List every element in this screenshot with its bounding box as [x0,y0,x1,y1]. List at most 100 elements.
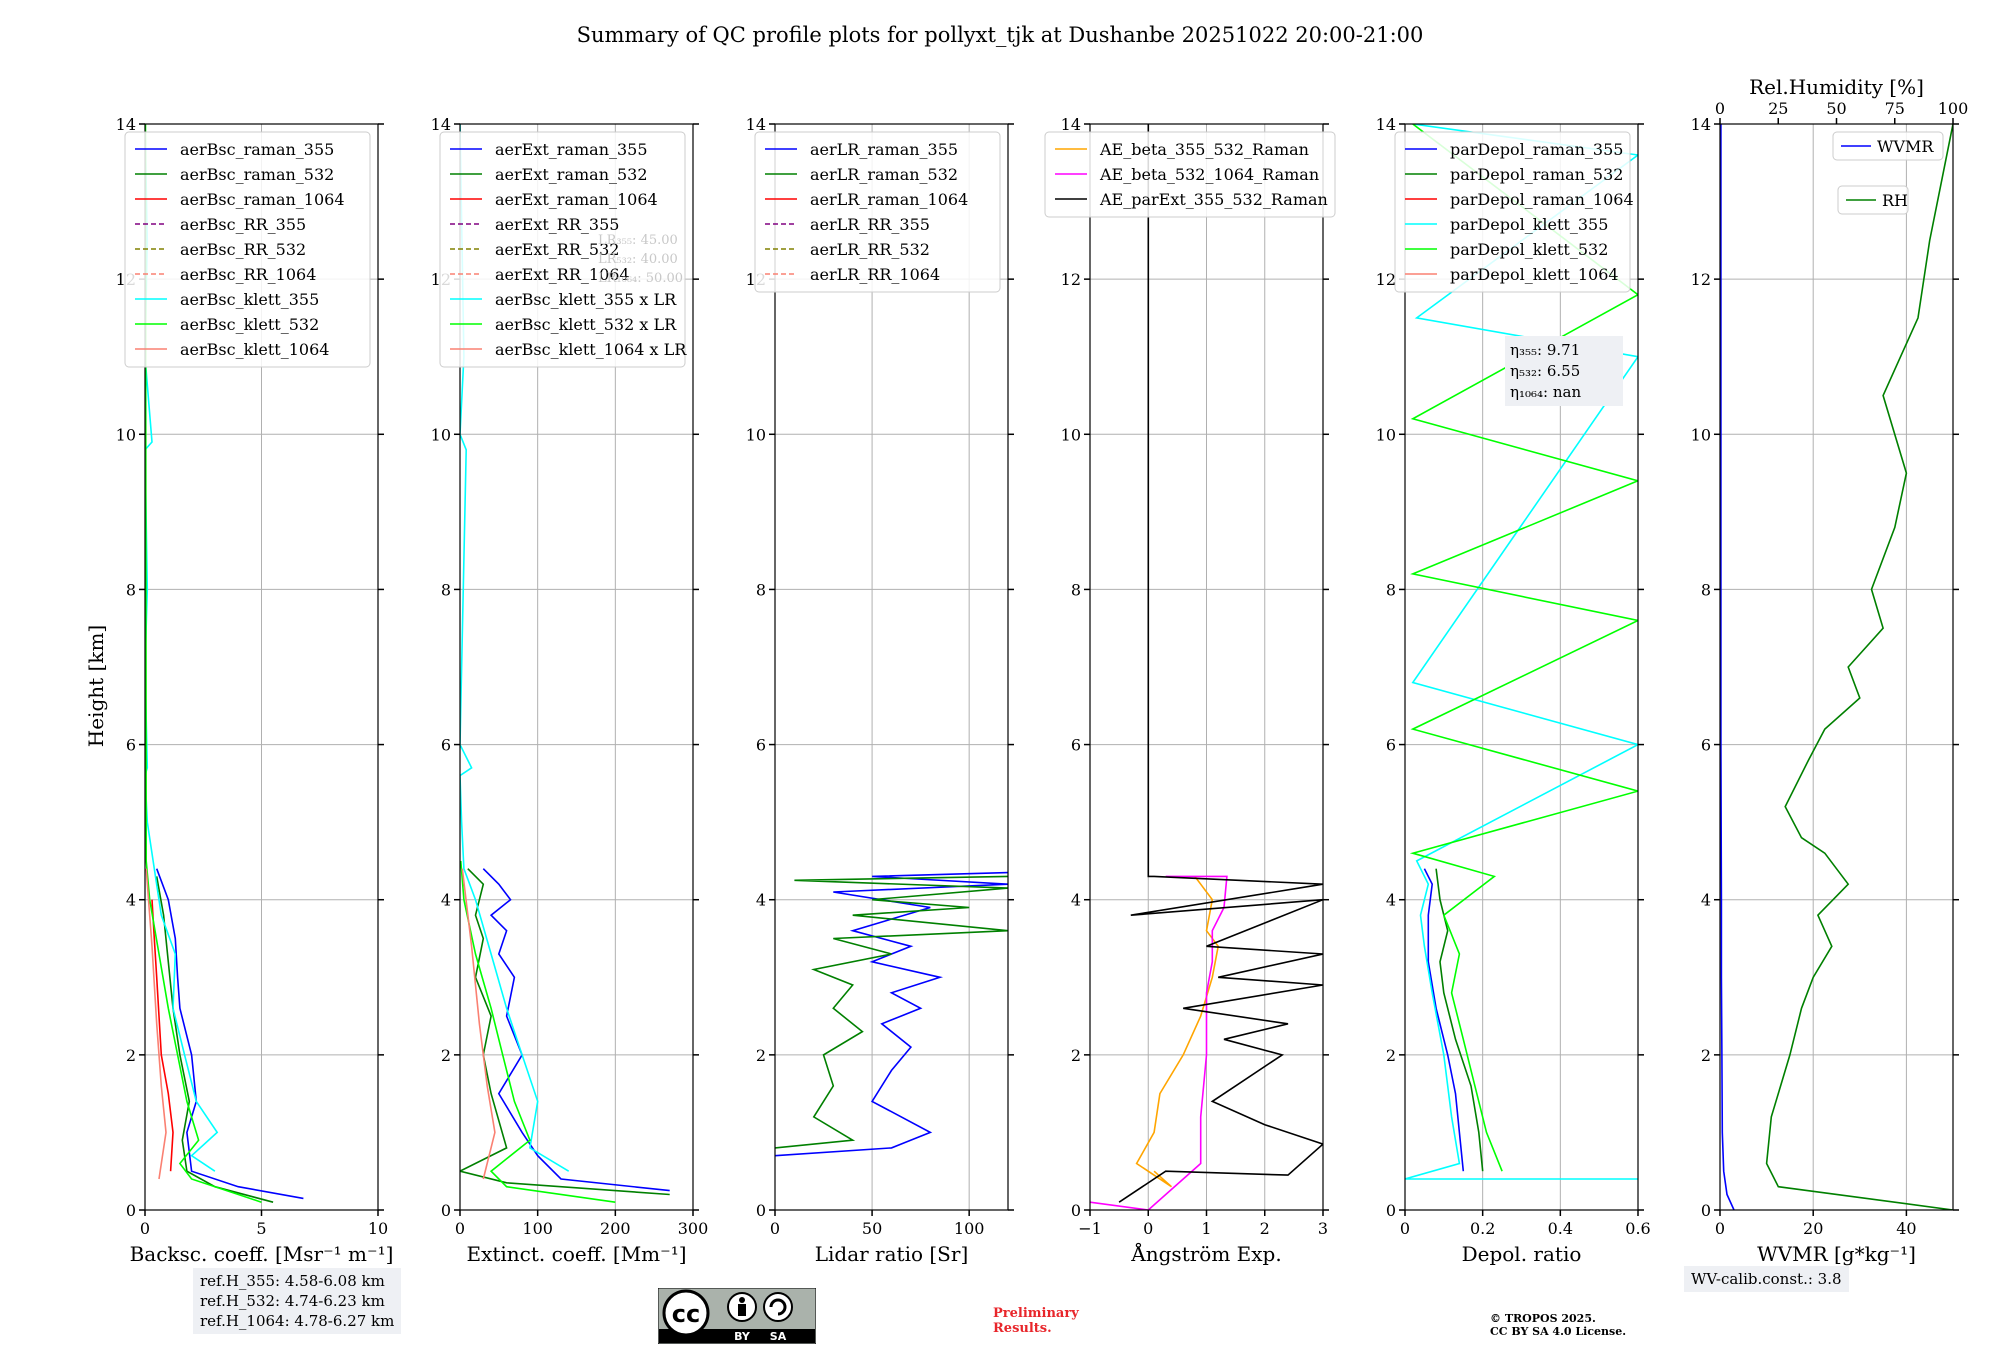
y-tick-label: 6 [1386,736,1396,755]
series-line-aerbsc-klett-532 [145,124,262,1203]
cc-text: cc [672,1300,700,1328]
x2-tick-label: 75 [1885,99,1905,118]
x-tick-label: 200 [600,1219,631,1238]
legend-label: aerBsc_RR_355 [180,215,306,234]
y-tick-label: 2 [441,1046,451,1065]
x2-axis-label: Rel.Humidity [%] [1749,75,1924,99]
series-group [1720,124,1953,1210]
legend: parDepol_raman_355 parDepol_raman_532 parD… [1394,131,1634,293]
y-tick-label: 0 [756,1201,766,1220]
y-tick-label: 10 [431,425,451,444]
wv-calibration-box: WV-calib.const.: 3.8 [1684,1266,1849,1292]
legend-label: aerExt_RR_532 [495,240,619,259]
legend-box [124,131,371,368]
x2-tick-label: 0 [1715,99,1725,118]
x-tick-label: −1 [1078,1219,1102,1238]
legend-label: aerLR_RR_532 [810,240,930,259]
y-tick-label: 0 [1071,1201,1081,1220]
copyright-line-1: © TROPOS 2025. [1490,1312,1596,1325]
y-tick-label: 0 [1386,1201,1396,1220]
lidar-ratio-annotation: LR₅₃₂: 40.00 [598,252,678,267]
legend-label: aerLR_raman_1064 [810,190,968,209]
y-tick-label: 14 [1691,115,1711,134]
series-line-ae-beta-355-532-raman [1135,875,1220,1188]
y-tick-label: 14 [746,115,766,134]
x-tick-label: 1 [1201,1219,1211,1238]
legend-label: aerBsc_raman_532 [180,165,334,184]
legend-label: parDepol_klett_1064 [1450,265,1619,284]
legend-label: AE_beta_532_1064_Raman [1099,165,1319,184]
y-tick-label: 8 [1386,580,1396,599]
lidar-ratio-annotation: LR₃₅₅: 45.00 [598,233,678,248]
legend-label: aerLR_raman_532 [810,165,958,184]
legend-label: aerLR_raman_355 [810,140,958,159]
legend-label: aerBsc_klett_1064 x LR [495,340,687,359]
y-tick-label: 0 [126,1201,136,1220]
preliminary-line-1: Preliminary [993,1306,1079,1321]
series-group [775,871,1008,1157]
x-tick-label: 50 [862,1219,882,1238]
wv-calibration-constant: WV-calib.const.: 3.8 [1691,1270,1842,1288]
x-tick-label: 10 [368,1219,388,1238]
sa-text: SA [770,1330,787,1343]
y-tick-label: 2 [756,1046,766,1065]
x-tick-label: 0 [1143,1219,1153,1238]
series-line-aerbsc-raman-532 [155,876,274,1203]
x-tick-label: 0 [1400,1219,1410,1238]
x-tick-label: 300 [678,1219,709,1238]
x-tick-label: 20 [1803,1219,1823,1238]
legend-label: aerBsc_RR_532 [180,240,306,259]
x-axis-label: Ångström Exp. [1130,1241,1281,1266]
eta-annotation: η₅₃₂: 6.55 [1510,362,1580,380]
y-tick-label: 2 [1701,1046,1711,1065]
y-tick-label: 10 [746,425,766,444]
legend-box [439,131,686,368]
legend: aerLR_raman_355 aerLR_raman_532 aerLR_rama… [754,131,1001,293]
series-line-ae-beta-532-1064-raman [1090,875,1228,1210]
eta-annotation-box [1505,336,1623,406]
x-tick-label: 0 [770,1219,780,1238]
chart-panel-1: 024681012140510Backsc. coeff. [Msr⁻¹ m⁻¹… [116,115,394,1266]
preliminary-results-note: Preliminary Results. [993,1306,1079,1336]
x2-tick-label: 25 [1768,99,1788,118]
legend-label: aerBsc_raman_355 [180,140,334,159]
ref-height-1064: ref.H_1064: 4.78-6.27 km [200,1312,395,1330]
legend-label: aerExt_RR_355 [495,215,619,234]
y-tick-label: 10 [1691,425,1711,444]
legend-label: AE_parExt_355_532_Raman [1099,190,1328,209]
y-tick-label: 4 [1701,891,1711,910]
y-tick-label: 10 [116,425,136,444]
axes-frame [1404,123,1639,1211]
x-tick-label: 0.2 [1470,1219,1495,1238]
x-tick-label: 0 [455,1219,465,1238]
copyright-note: © TROPOS 2025. CC BY SA 4.0 License. [1490,1312,1626,1338]
series-line-aerbsc-klett-355-x-lr [460,124,570,1172]
y-tick-label: 10 [1376,425,1396,444]
series-line-aerlr-raman-355 [775,871,1008,1157]
legend-box [1832,131,1944,161]
x-tick-label: 5 [256,1219,266,1238]
reference-height-box: ref.H_355: 4.58-6.08 km ref.H_532: 4.74-… [193,1268,402,1334]
cc-license-icon: cc BY SA [657,1287,817,1345]
lidar-ratio-annotation: LR₁₀₆₄: 50.00 [598,271,683,286]
figure-title: Summary of QC profile plots for pollyxt_… [577,23,1424,47]
series-line-aerbsc-klett-1064-x-lr [461,868,496,1180]
series-line-ae-parext-355-532-raman [1118,124,1323,1203]
chart-panel-3: 02468101214050100Lidar ratio [Sr]aerLR_r… [746,115,1014,1266]
series-line-rh [1765,124,1953,1210]
legend-label: aerLR_RR_355 [810,215,930,234]
series-group [1090,124,1323,1210]
legend-label: aerBsc_klett_532 x LR [495,315,677,334]
series-line-aerbsc-klett-1064 [145,868,167,1180]
series-line-pardepol-raman-532 [1435,868,1484,1172]
eta-annotation: η₃₅₅: 9.71 [1510,341,1580,359]
by-text: BY [734,1330,751,1343]
y-tick-label: 8 [1071,580,1081,599]
series-line-aerbsc-raman-355 [155,868,304,1200]
y-tick-label: 2 [1071,1046,1081,1065]
legend-label: aerExt_RR_1064 [495,265,630,284]
copyright-line-2: CC BY SA 4.0 License. [1490,1325,1627,1338]
legend-label: aerBsc_klett_532 [180,315,319,334]
preliminary-line-2: Results. [993,1321,1052,1336]
